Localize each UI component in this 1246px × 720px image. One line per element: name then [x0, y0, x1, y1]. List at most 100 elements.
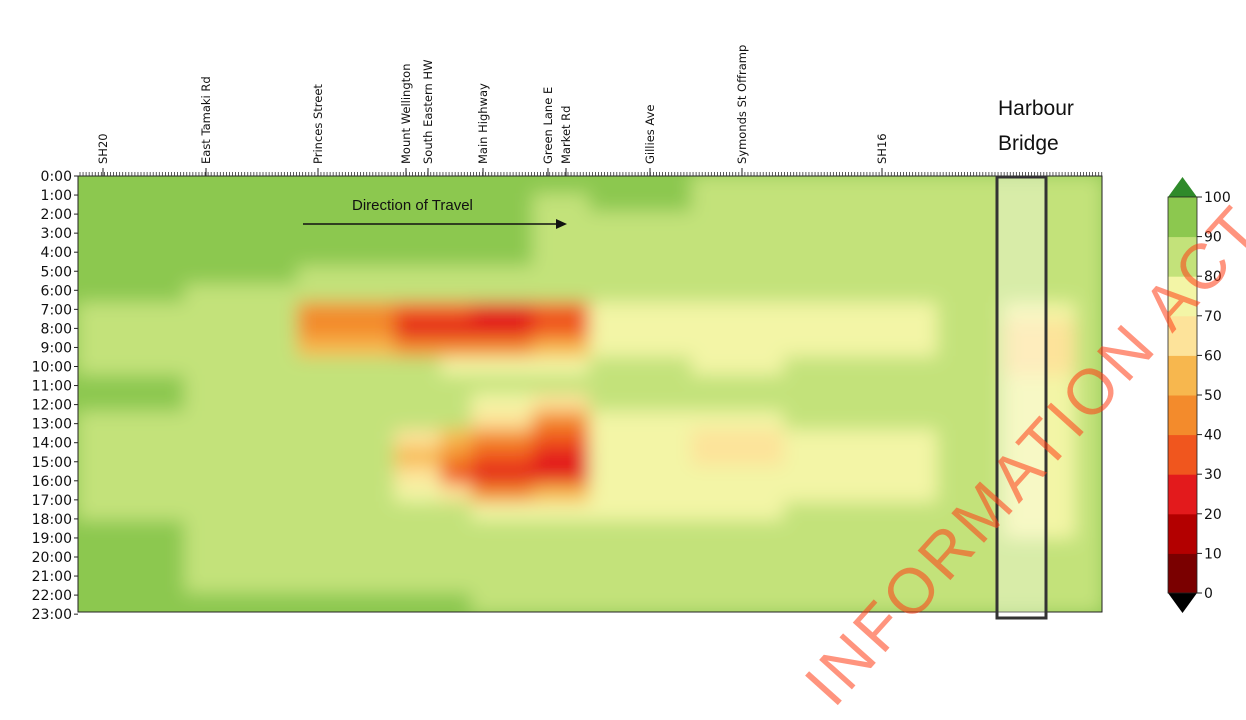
heatmap-cell — [471, 520, 535, 541]
heatmap-cell — [1003, 411, 1078, 432]
heatmap-cell — [783, 592, 940, 612]
heatmap-cell — [394, 483, 443, 504]
heatmap-cell — [297, 520, 397, 541]
colorbar-segment — [1168, 395, 1197, 436]
heatmap-cell — [78, 538, 187, 559]
heatmap-cell — [184, 320, 300, 341]
heatmap-cell — [532, 374, 591, 395]
heatmap-cell — [691, 374, 786, 395]
heatmap-cell — [78, 447, 187, 468]
heatmap-cell — [440, 302, 474, 323]
heatmap-cell — [937, 447, 1006, 468]
heatmap-cell — [78, 520, 187, 541]
y-axis-label: 12:00 — [32, 398, 72, 414]
heatmap-cell — [783, 502, 940, 523]
heatmap-cell — [440, 574, 474, 595]
heatmap-cell — [937, 211, 1006, 232]
heatmap-cell — [691, 447, 786, 468]
heatmap-cell — [394, 411, 443, 432]
heatmap-cell — [394, 592, 443, 612]
heatmap-cell — [440, 265, 474, 286]
heatmap-cell — [532, 338, 591, 359]
heatmap-cell — [78, 320, 187, 341]
heatmap-cell — [783, 429, 940, 450]
heatmap-cell — [532, 502, 591, 523]
heatmap-cell — [297, 265, 397, 286]
colorbar-segment — [1168, 474, 1197, 515]
heatmap-cell — [394, 284, 443, 305]
heatmap-cell — [297, 574, 397, 595]
colorbar-tick-label: 60 — [1204, 348, 1222, 364]
x-axis-label: Symonds St Offramp — [735, 45, 749, 164]
heatmap-cell — [297, 483, 397, 504]
colorbar-segment — [1168, 315, 1197, 356]
y-axis-label: 3:00 — [41, 226, 72, 242]
heatmap-cell — [783, 229, 940, 250]
heatmap-cell — [589, 284, 694, 305]
heatmap-cell — [394, 447, 443, 468]
heatmap-cell — [589, 592, 694, 612]
colorbar-tick-label: 30 — [1204, 467, 1222, 483]
heatmap-cell — [691, 483, 786, 504]
heatmap-cell — [394, 265, 443, 286]
heatmap-cell — [471, 374, 535, 395]
heatmap-cell — [1003, 211, 1078, 232]
y-axis-label: 14:00 — [32, 436, 72, 452]
heatmap-cell — [783, 556, 940, 577]
heatmap-cell — [937, 592, 1006, 612]
heatmap-cell — [1003, 483, 1078, 504]
heatmap-cell — [783, 574, 940, 595]
heatmap-cell — [184, 447, 300, 468]
heatmap-cell — [440, 592, 474, 612]
x-axis-label: Gillies Ave — [643, 105, 657, 165]
heatmap-cell — [1075, 483, 1102, 504]
heatmap-cell — [184, 284, 300, 305]
heatmap-cell — [184, 338, 300, 359]
heatmap-cell — [937, 176, 1006, 196]
y-axis-label: 10:00 — [32, 360, 72, 376]
heatmap-cell — [1075, 520, 1102, 541]
heatmap-cell — [691, 265, 786, 286]
heatmap-cell — [440, 374, 474, 395]
heatmap-cell — [589, 356, 694, 377]
heatmap-cell — [184, 411, 300, 432]
heatmap-cell — [297, 284, 397, 305]
heatmap-cell — [1075, 574, 1102, 595]
heatmap-cell — [1003, 592, 1078, 612]
x-axis-label: South Eastern HW — [421, 60, 435, 164]
heatmap-cell — [297, 538, 397, 559]
heatmap-cell — [691, 592, 786, 612]
heatmap-cell — [1003, 284, 1078, 305]
heatmap-cell — [937, 374, 1006, 395]
heatmap-cell — [1075, 429, 1102, 450]
heatmap-cell — [1075, 265, 1102, 286]
heatmap-cell — [78, 411, 187, 432]
heatmap-cell — [78, 193, 187, 214]
y-axis-label: 8:00 — [41, 321, 72, 337]
heatmap-cell — [471, 393, 535, 414]
heatmap-cell — [532, 229, 591, 250]
heatmap-cell — [471, 429, 535, 450]
direction-arrow-head — [556, 219, 567, 229]
plot-frame — [77, 175, 1103, 613]
heatmap-cell — [937, 393, 1006, 414]
heatmap-cell — [937, 465, 1006, 486]
colorbar-segment — [1168, 276, 1197, 317]
x-axis-label: Princes Street — [311, 84, 325, 164]
colorbar-tick-label: 10 — [1204, 546, 1222, 562]
heatmap-cell — [440, 229, 474, 250]
heatmap-cell — [532, 393, 591, 414]
x-axis-label: East Tamaki Rd — [199, 76, 213, 164]
heatmap-cell — [783, 211, 940, 232]
heatmap-cell — [471, 502, 535, 523]
heatmap-cell — [691, 393, 786, 414]
heatmap-cell — [184, 393, 300, 414]
heatmap-cell — [783, 520, 940, 541]
direction-label: Direction of Travel — [352, 197, 473, 214]
heatmap-cell — [440, 465, 474, 486]
heatmap-cell — [184, 211, 300, 232]
heatmap-cell — [297, 356, 397, 377]
heatmap-cell — [440, 320, 474, 341]
heatmap-cell — [297, 211, 397, 232]
heatmap-cell — [394, 502, 443, 523]
